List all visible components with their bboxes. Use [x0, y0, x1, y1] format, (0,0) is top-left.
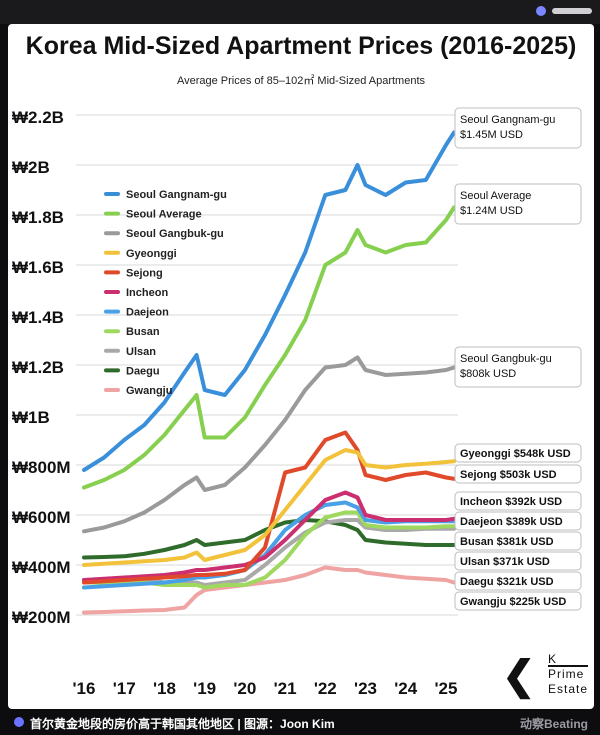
series-line [82, 430, 456, 585]
y-tick-label: ₩1.2B [12, 358, 64, 377]
y-tick-label: ₩2.2B [12, 108, 64, 127]
legend-label: Gyeonggi [126, 248, 177, 260]
legend-label: Sejong [126, 267, 163, 279]
series-line [82, 130, 456, 472]
logo-line-3: Estate [548, 682, 589, 696]
series-callout-box [454, 511, 582, 531]
legend-label: Ulsan [126, 346, 156, 358]
logo-text: K Prime Estate [548, 652, 588, 697]
series-callout-box [454, 464, 582, 484]
y-tick-label: ₩800M [12, 458, 71, 477]
brand-label: 动察Beating [519, 717, 588, 731]
status-dot-icon [536, 6, 546, 16]
legend-label: Daejeon [126, 307, 169, 319]
line-chart: ₩200M ₩400M ₩600M ₩800M ₩1B ₩1.2B ₩1.4B ₩1.6B ₩1… [12, 107, 582, 698]
series-callout-label: Seoul Gangnam-gu [460, 114, 555, 126]
series-callout-label: Gyeonggi $548k USD [460, 448, 571, 460]
series-callout-value: $1.45M USD [460, 129, 523, 141]
x-tick-label: '24 [394, 679, 417, 698]
y-tick-label: ₩1.6B [12, 258, 64, 277]
x-tick-label: '20 [233, 679, 256, 698]
series-callout-box [454, 491, 582, 511]
series-line [82, 518, 456, 560]
series-callout-label: Daegu $321k USD [460, 576, 554, 588]
series-callout-box [454, 531, 582, 551]
y-tick-label: ₩1.8B [12, 208, 64, 227]
series-line [82, 490, 456, 582]
legend-label: Seoul Average [126, 209, 202, 221]
y-tick-label: ₩1.4B [12, 308, 64, 327]
footer-dot-icon [14, 717, 24, 727]
y-tick-label: ₩400M [12, 558, 71, 577]
x-tick-label: '21 [274, 679, 297, 698]
series-callout-label: Seoul Average [460, 190, 531, 202]
chart-card: Korea Mid-Sized Apartment Prices (2016-2… [8, 24, 594, 709]
series-callout-box [454, 591, 582, 611]
chart-subtitle: Average Prices of 85–102㎡ Mid-Sized Apar… [176, 75, 426, 87]
series-callout-value: $808k USD [460, 368, 516, 380]
logo-line-2: Prime [548, 667, 585, 681]
logo-divider [548, 665, 588, 667]
series-callout-label: Incheon $392k USD [460, 496, 562, 508]
series-line [82, 205, 456, 490]
series-callout-label: Daejeon $389k USD [460, 516, 563, 528]
series-callout-label: Seoul Gangbuk-gu [460, 353, 552, 365]
y-tick-label: ₩600M [12, 508, 71, 527]
y-tick-label: ₩2B [12, 158, 50, 177]
footer-bar: 首尔黄金地段的房价高于韩国其他地区 | 图源：Joon Kim 动察Beatin… [0, 709, 600, 735]
series-callout-label: Gwangju $225k USD [460, 596, 566, 608]
legend-label: Seoul Gangnam-gu [126, 189, 227, 201]
series-line [82, 565, 456, 615]
series-callout-box [454, 107, 582, 149]
chart-title: Korea Mid-Sized Apartment Prices (2016-2… [25, 32, 577, 60]
x-tick-label: '22 [314, 679, 337, 698]
x-tick-label: '23 [354, 679, 377, 698]
series-line [82, 448, 456, 567]
y-tick-label: ₩200M [12, 608, 71, 627]
x-tick-label: '19 [193, 679, 216, 698]
legend-label: Seoul Gangbuk-gu [126, 228, 224, 240]
series-callout-value: $1.24M USD [460, 205, 523, 217]
series-callout-box [454, 183, 582, 225]
series-callout-box [454, 571, 582, 591]
series-callout-label: Busan $381k USD [460, 536, 554, 548]
series-line [82, 355, 456, 534]
footer-caption: 首尔黄金地段的房价高于韩国其他地区 | 图源：Joon Kim [30, 717, 335, 731]
legend-label: Daegu [126, 365, 160, 377]
x-tick-label: '25 [434, 679, 457, 698]
legend-label: Incheon [126, 287, 168, 299]
top-bar [0, 0, 600, 24]
series-callout-label: Sejong $503k USD [460, 469, 557, 481]
legend-label: Busan [126, 326, 160, 338]
series-callout-label: Ulsan $371k USD [460, 556, 550, 568]
logo-mark-icon: ❮ [502, 654, 536, 698]
series-callout-box [454, 346, 582, 388]
x-tick-label: '18 [153, 679, 176, 698]
x-tick-label: '17 [113, 679, 136, 698]
y-tick-label: ₩1B [12, 408, 50, 427]
series-callout-box [454, 551, 582, 571]
x-tick-label: '16 [73, 679, 96, 698]
logo-line-1: K [548, 652, 558, 666]
k-prime-estate-logo: ❮ K Prime Estate [494, 650, 590, 709]
series-line [82, 518, 456, 587]
series-callout-box [454, 443, 582, 463]
legend-label: Gwangju [126, 385, 172, 397]
status-pill-icon [552, 8, 592, 14]
